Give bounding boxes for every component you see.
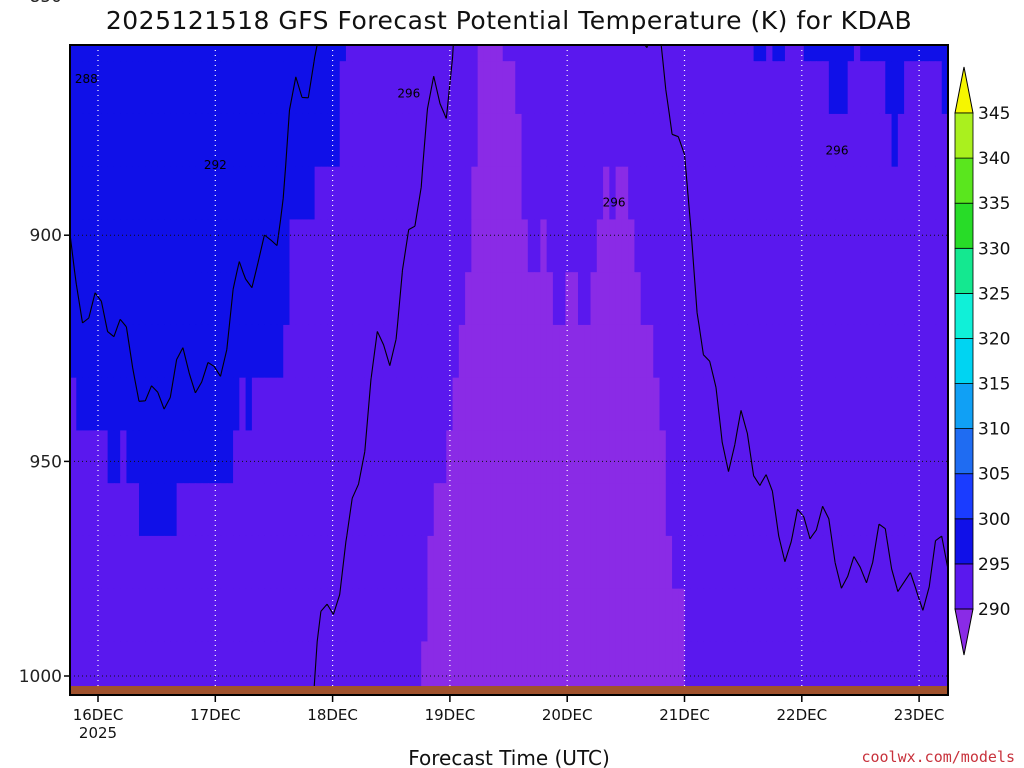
chart-title: 2025121518 GFS Forecast Potential Temper… — [106, 6, 912, 35]
contour-fill — [70, 45, 948, 695]
